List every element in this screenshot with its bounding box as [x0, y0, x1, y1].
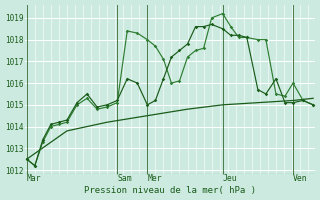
X-axis label: Pression niveau de la mer( hPa ): Pression niveau de la mer( hPa ) [84, 186, 256, 195]
